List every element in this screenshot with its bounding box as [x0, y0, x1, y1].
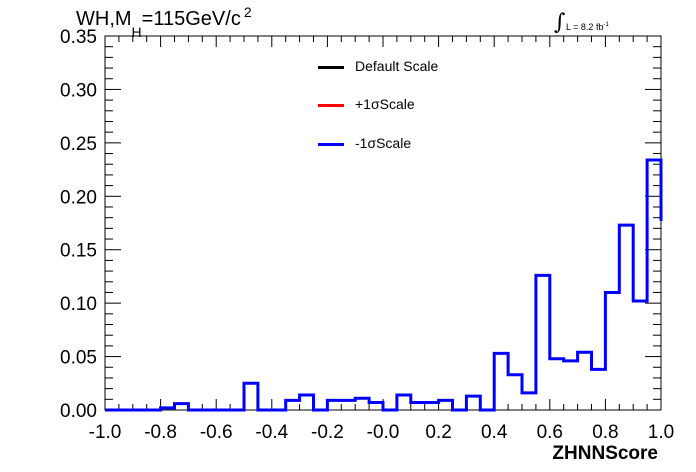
y-tick-label: 0.25 [60, 134, 97, 155]
legend-item-plus-1sigma: +1σScale [318, 95, 478, 115]
x-tick-label: 0.2 [425, 422, 451, 443]
title-subscript: H [131, 24, 142, 40]
legend-swatch-default [318, 66, 344, 69]
y-tick-label: 0.35 [60, 27, 97, 48]
x-axis-title: ZHNNScore [552, 443, 658, 464]
lumi-text: L = 8.2 fb [566, 22, 604, 32]
lumi-superscript: -1 [603, 22, 609, 28]
y-tick-label: 0.20 [60, 187, 97, 208]
y-tick-label: 0.15 [60, 241, 97, 262]
x-tick-label: -0.0 [367, 422, 400, 443]
x-tick-label: -0.8 [144, 422, 177, 443]
x-tick-label: -0.2 [311, 422, 344, 443]
x-tick-label: 1.0 [648, 422, 674, 443]
axis-tick-labels: -1.0 -0.8 -0.6 -0.4 -0.2 -0.0 0.2 0.4 0.6 0.8 1.0 0… [60, 27, 674, 443]
integral-icon: ∫ [554, 10, 566, 35]
plot-title: WH,MH=115GeV/c 2 [76, 4, 252, 40]
legend-label-plus-1sigma: +1σScale [355, 96, 415, 112]
title-main: =115GeV/c [141, 8, 241, 30]
legend-item-minus-1sigma: -1σScale [318, 134, 478, 154]
legend-item-default: Default Scale [318, 57, 478, 77]
x-tick-label: 0.4 [481, 422, 508, 443]
axis-ticks [104, 35, 662, 411]
legend-swatch-minus-1sigma [318, 143, 344, 146]
x-tick-label: 0.6 [537, 422, 563, 443]
y-tick-label: 0.05 [60, 348, 97, 369]
x-tick-label: -0.6 [200, 422, 233, 443]
y-tick-label: 0.30 [60, 80, 97, 101]
legend-label-default: Default Scale [355, 58, 439, 74]
title-superscript: 2 [243, 4, 252, 20]
x-tick-label: 0.8 [592, 422, 618, 443]
series-line-minus-1sigma [105, 158, 663, 412]
x-tick-label: -0.4 [255, 422, 288, 443]
legend-swatch-plus-1sigma [318, 104, 344, 107]
y-tick-label: 0.00 [60, 401, 97, 422]
y-tick-label: 0.10 [60, 294, 97, 315]
x-tick-label: -1.0 [89, 422, 122, 443]
title-prefix: WH,M [76, 8, 132, 30]
legend-label-minus-1sigma: -1σScale [355, 135, 412, 151]
